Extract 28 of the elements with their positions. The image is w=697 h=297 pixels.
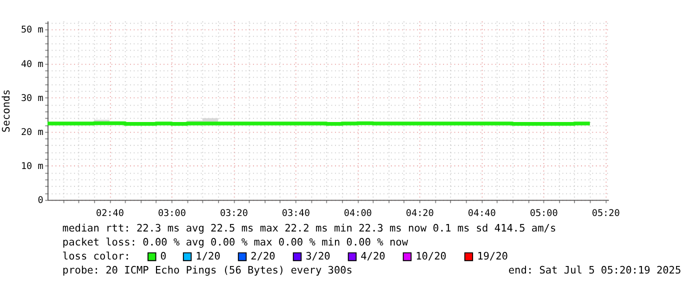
- y-tick-label: 40 m: [20, 58, 44, 70]
- x-tick-label: 04:40: [468, 208, 496, 220]
- legend-label: 4/20: [360, 250, 386, 263]
- y-tick-label: 30 m: [20, 92, 44, 104]
- y-tick-label: 10 m: [20, 161, 44, 172]
- text: packet loss: 0.00 % avg 0.00 % max 0.00 % min 0.00 % now: [62, 236, 409, 249]
- text: end: Sat Jul 5 05:20:19 2025: [508, 264, 682, 276]
- legend-label: 1/20: [196, 250, 220, 263]
- text: median rtt: 22.3 ms avg 22.5 ms max 22.2 ms min 22.3 ms now 0.1 ms sd 414.5 am/s: [62, 222, 556, 235]
- x-tick-label: 04:00: [344, 208, 372, 220]
- y-tick-label: 0: [38, 195, 44, 206]
- legend-label: 0: [160, 250, 166, 263]
- y-tick-label: 20 m: [20, 126, 44, 138]
- legend-label: 19/20: [477, 250, 508, 263]
- x-tick-label: 05:00: [530, 208, 558, 220]
- x-tick-label: 04:20: [406, 208, 434, 220]
- y-axis-title: Seconds: [0, 89, 13, 132]
- legend-label: 3/20: [306, 250, 330, 263]
- legend-title: loss color:: [62, 250, 130, 263]
- x-tick-label: 03:00: [158, 208, 186, 220]
- text: probe: 20 ICMP Echo Pings (56 Bytes) every 300s: [62, 264, 352, 276]
- legend-label: 10/20: [416, 250, 446, 263]
- x-tick-label: 05:20: [592, 208, 620, 220]
- x-tick-label: 02:40: [96, 208, 124, 220]
- x-tick-label: 03:20: [220, 208, 248, 220]
- x-tick-label: 03:40: [282, 208, 310, 220]
- y-tick-label: 50 m: [20, 24, 44, 36]
- legend-label: 2/20: [250, 250, 276, 263]
